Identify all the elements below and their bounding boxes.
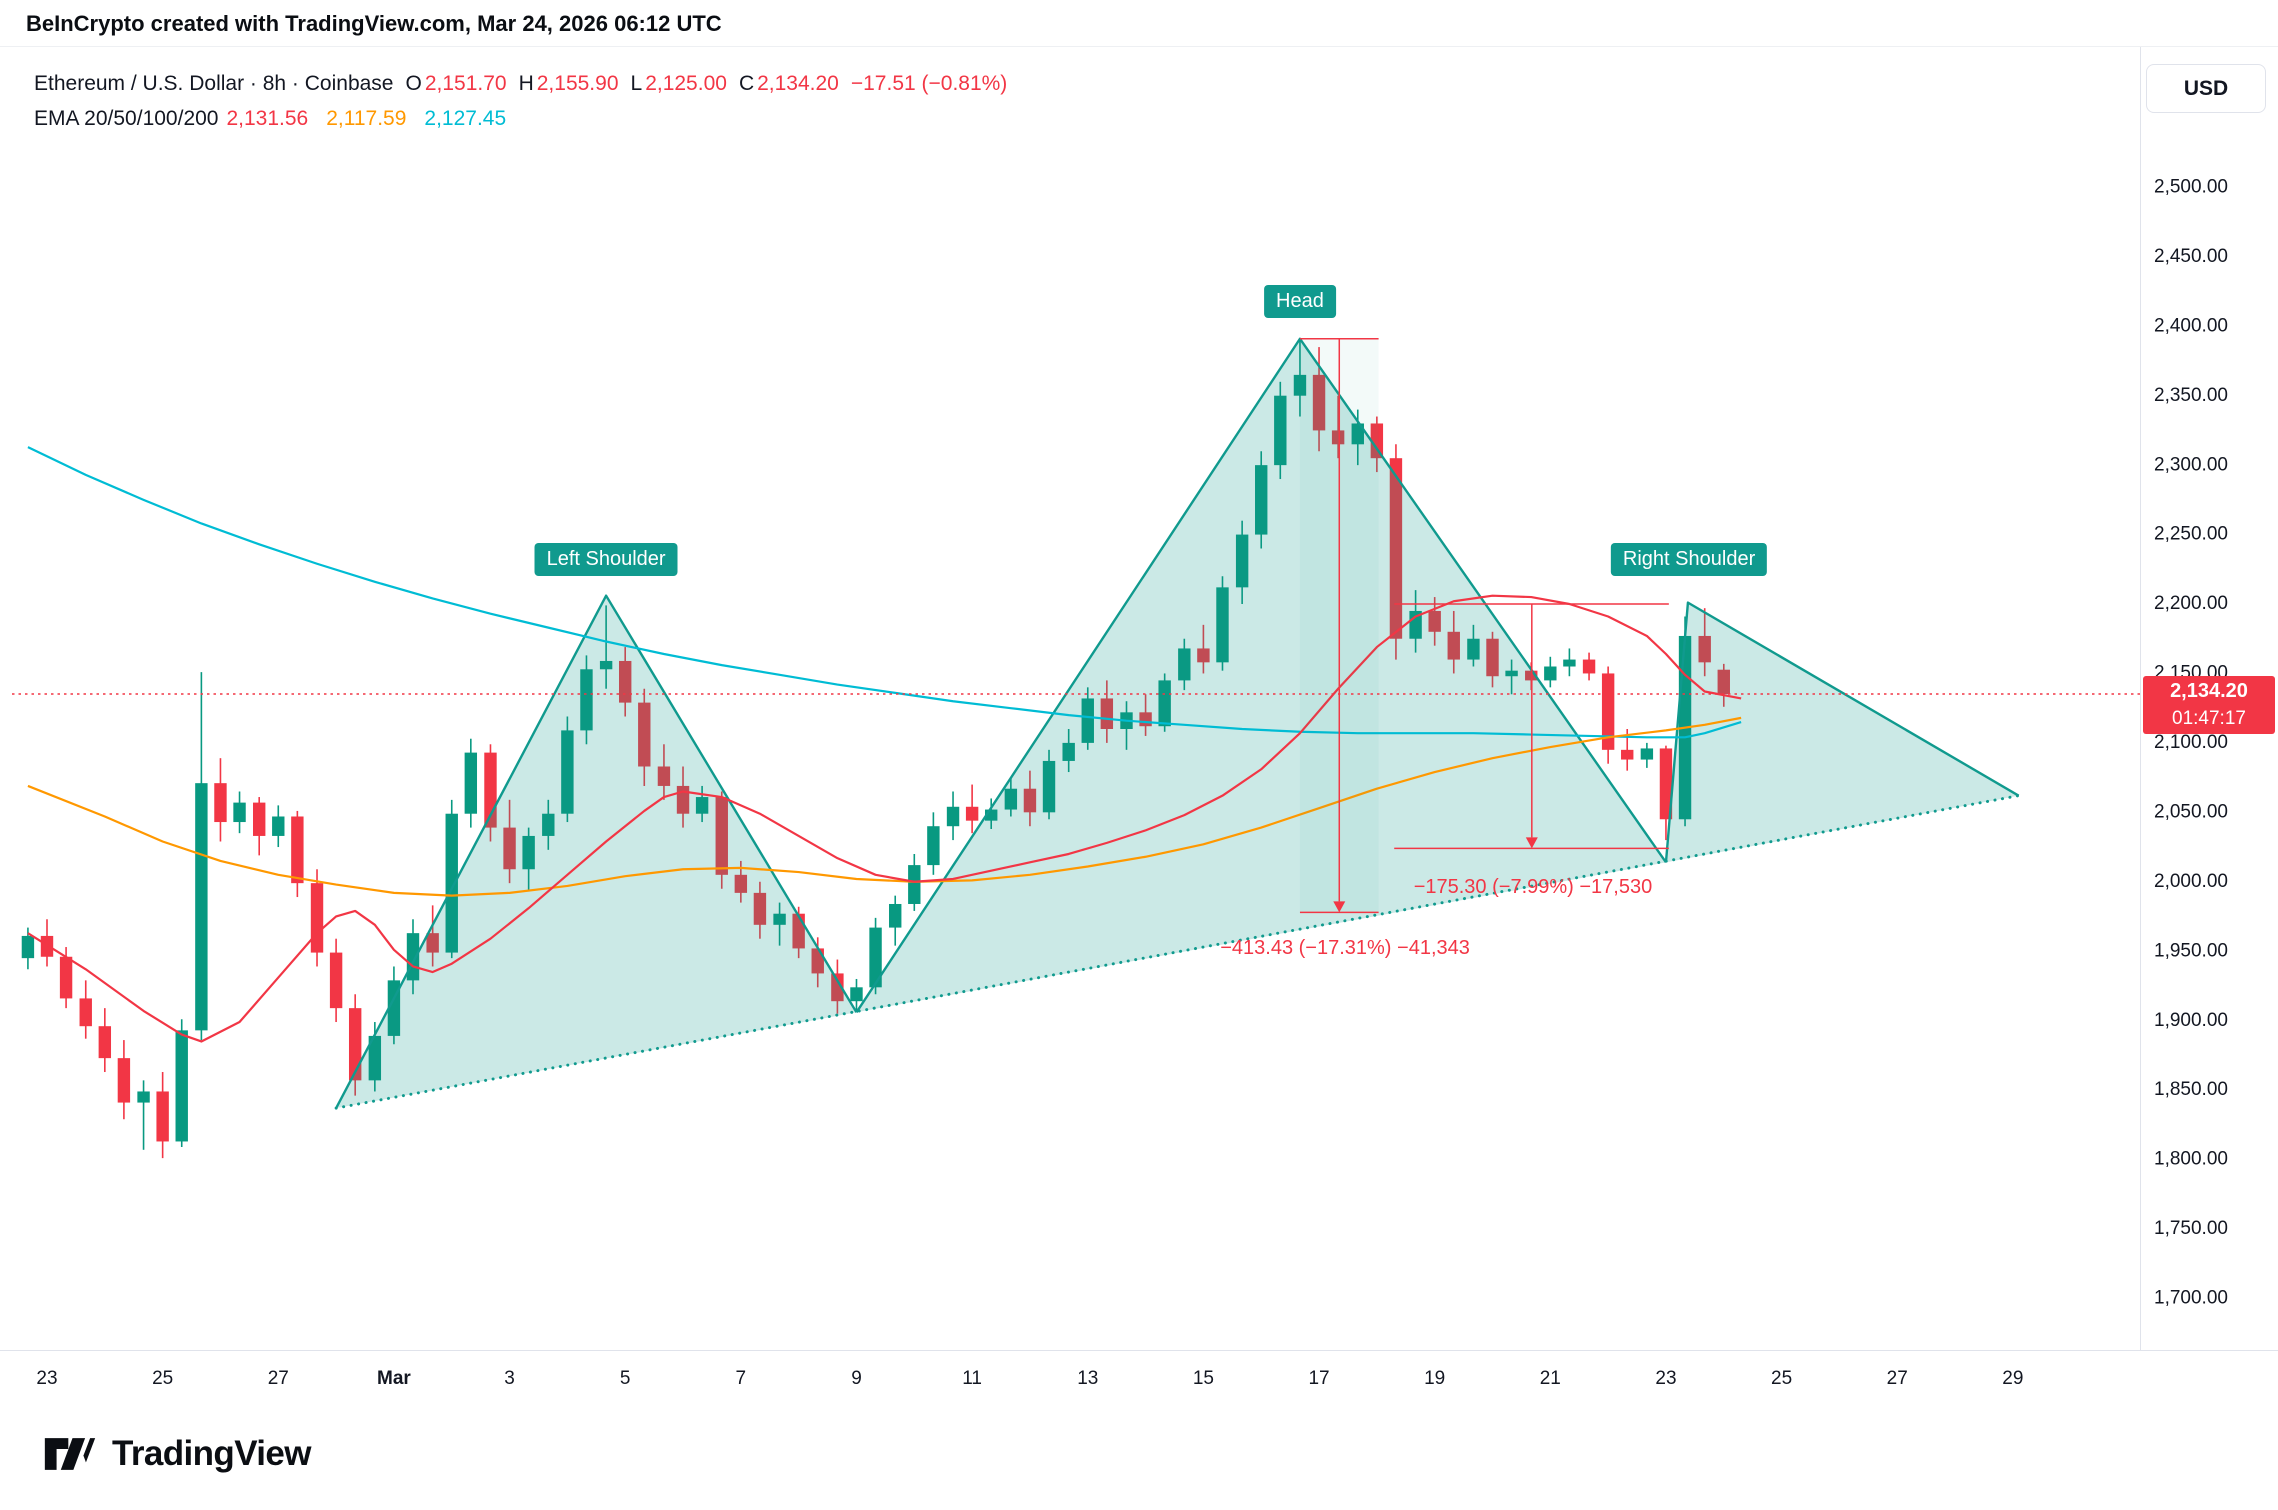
measurement-layer: −413.43 (−17.31%) −41,343 −175.30 (−7.99%… bbox=[1220, 338, 1669, 959]
ema-value: 2,117.59 bbox=[326, 106, 407, 130]
svg-text:1,700.00: 1,700.00 bbox=[2154, 1288, 2228, 1309]
svg-text:29: 29 bbox=[2002, 1368, 2023, 1389]
ema-layer bbox=[27, 446, 1742, 1043]
candles-layer bbox=[21, 340, 1730, 1159]
bar-countdown: 01:47:17 bbox=[2172, 708, 2246, 729]
svg-text:27: 27 bbox=[268, 1368, 289, 1389]
ema-values: 2,131.56 2,117.59 2,127.45 bbox=[226, 107, 524, 131]
svg-text:2,250.00: 2,250.00 bbox=[2154, 524, 2228, 545]
close-value: 2,134.20 bbox=[757, 71, 839, 95]
svg-text:7: 7 bbox=[736, 1368, 747, 1389]
svg-text:3: 3 bbox=[504, 1368, 515, 1389]
svg-text:5: 5 bbox=[620, 1368, 631, 1389]
svg-text:1,850.00: 1,850.00 bbox=[2154, 1079, 2228, 1100]
svg-text:1,800.00: 1,800.00 bbox=[2154, 1149, 2228, 1170]
svg-text:2,200.00: 2,200.00 bbox=[2154, 593, 2228, 614]
svg-text:2,300.00: 2,300.00 bbox=[2154, 454, 2228, 475]
open-label: O bbox=[405, 71, 422, 95]
pattern-triangle-head bbox=[856, 338, 1666, 1013]
measurement-label: −175.30 (−7.99%) −17,530 bbox=[1414, 876, 1653, 898]
pattern-layer bbox=[334, 337, 2021, 1110]
ema-value: 2,131.56 bbox=[226, 106, 309, 130]
close-label: C bbox=[738, 71, 755, 95]
tradingview-wordmark: TradingView bbox=[112, 1434, 312, 1473]
svg-text:2,000.00: 2,000.00 bbox=[2154, 871, 2228, 892]
svg-text:13: 13 bbox=[1077, 1368, 1098, 1389]
current-price-value: 2,134.20 bbox=[2170, 680, 2248, 702]
high-label: H bbox=[518, 71, 534, 95]
svg-text:Mar: Mar bbox=[377, 1368, 411, 1389]
svg-text:2,350.00: 2,350.00 bbox=[2154, 385, 2228, 406]
tradingview-logo-icon bbox=[44, 1438, 96, 1470]
ema-indicator-label[interactable]: EMA 20/50/100/200 bbox=[34, 106, 219, 130]
svg-text:1,900.00: 1,900.00 bbox=[2154, 1010, 2228, 1031]
svg-text:9: 9 bbox=[851, 1368, 862, 1389]
attribution-header: BeInCrypto created with TradingView.com,… bbox=[26, 11, 722, 36]
svg-text:25: 25 bbox=[152, 1368, 173, 1389]
svg-text:2,450.00: 2,450.00 bbox=[2154, 246, 2228, 267]
svg-text:11: 11 bbox=[962, 1368, 982, 1389]
low-value: 2,125.00 bbox=[645, 71, 727, 95]
svg-text:17: 17 bbox=[1308, 1368, 1329, 1389]
time-axis-labels: 23 25 27 Mar 3 5 7 9 11 13 15 17 19 21 23 25 27 29 bbox=[36, 1368, 2023, 1389]
chart-legend: Ethereum / U.S. Dollar · 8h · Coinbase O… bbox=[34, 66, 1007, 136]
pattern-triangle-right-shoulder bbox=[1665, 602, 2019, 863]
ema-row: EMA 20/50/100/200 2,131.56 2,117.59 2,127.… bbox=[34, 101, 1007, 136]
svg-text:27: 27 bbox=[1887, 1368, 1908, 1389]
currency-toggle-button[interactable]: USD bbox=[2146, 64, 2266, 113]
ema-100/200 bbox=[27, 446, 1742, 739]
measurement-label: −413.43 (−17.31%) −41,343 bbox=[1220, 937, 1470, 959]
pattern-label-left-shoulder[interactable]: Left Shoulder bbox=[534, 542, 678, 576]
svg-text:23: 23 bbox=[36, 1368, 57, 1389]
high-value: 2,155.90 bbox=[536, 71, 619, 95]
svg-text:23: 23 bbox=[1655, 1368, 1676, 1389]
svg-text:1,950.00: 1,950.00 bbox=[2154, 940, 2228, 961]
tradingview-logo[interactable]: TradingView bbox=[44, 1434, 312, 1474]
pattern-label-head[interactable]: Head bbox=[1264, 284, 1336, 318]
current-price-label: 2,134.20 01:47:17 bbox=[2143, 676, 2275, 734]
low-label: L bbox=[630, 71, 643, 95]
pattern-label-right-shoulder[interactable]: Right Shoulder bbox=[1610, 542, 1768, 576]
svg-text:2,400.00: 2,400.00 bbox=[2154, 315, 2228, 336]
svg-text:2,100.00: 2,100.00 bbox=[2154, 732, 2228, 753]
svg-text:21: 21 bbox=[1540, 1368, 1561, 1389]
symbol-title[interactable]: Ethereum / U.S. Dollar · 8h · Coinbase bbox=[34, 71, 394, 95]
svg-text:2,500.00: 2,500.00 bbox=[2154, 177, 2228, 198]
svg-text:15: 15 bbox=[1193, 1368, 1214, 1389]
svg-text:1,750.00: 1,750.00 bbox=[2154, 1218, 2228, 1239]
ema-value: 2,127.45 bbox=[424, 106, 507, 130]
pattern-triangle-left-shoulder bbox=[336, 595, 857, 1109]
change-value: −17.51 (−0.81%) bbox=[850, 71, 1008, 95]
price-axis-labels: 2,500.00 2,450.00 2,400.00 2,350.00 2,300.00… bbox=[2154, 177, 2228, 1309]
svg-text:2,050.00: 2,050.00 bbox=[2154, 801, 2228, 822]
svg-text:19: 19 bbox=[1424, 1368, 1445, 1389]
svg-text:25: 25 bbox=[1771, 1368, 1792, 1389]
ema-20 bbox=[27, 594, 1742, 1043]
symbol-row: Ethereum / U.S. Dollar · 8h · Coinbase O… bbox=[34, 66, 1007, 101]
open-value: 2,151.70 bbox=[424, 71, 507, 95]
